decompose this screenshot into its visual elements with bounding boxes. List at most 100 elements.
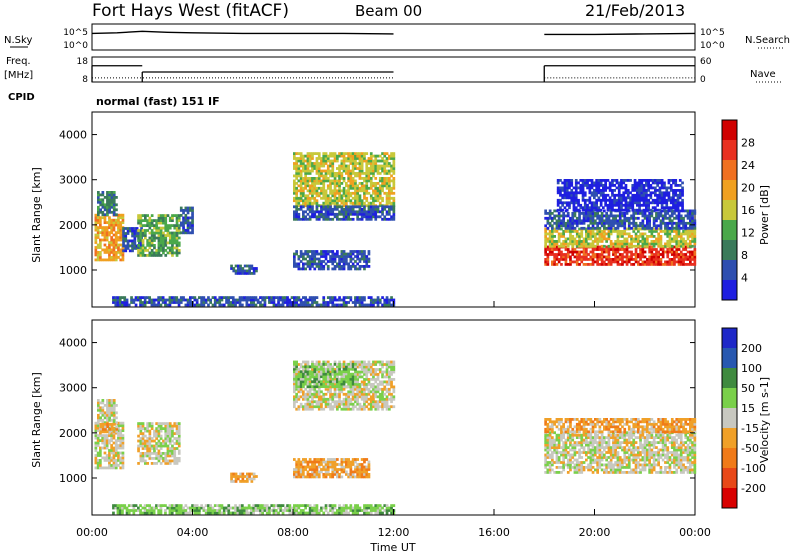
power-cell — [345, 194, 348, 198]
power-cell — [333, 205, 337, 209]
velocity-cell — [112, 454, 116, 457]
power-cell — [390, 196, 393, 200]
power-cell — [570, 201, 574, 205]
power-cell — [591, 214, 595, 218]
power-cell — [338, 172, 341, 175]
power-cell — [236, 301, 240, 304]
power-cell — [117, 223, 120, 227]
power-cell — [110, 210, 114, 214]
velocity-cell — [304, 363, 307, 366]
velocity-cell — [329, 385, 332, 389]
power-cell — [121, 246, 125, 249]
power-cell — [390, 191, 393, 195]
power-ytick-label: 2000 — [59, 219, 87, 232]
power-cell — [302, 194, 305, 198]
power-cell — [612, 242, 615, 246]
power-cell — [329, 260, 332, 263]
power-cell — [349, 212, 353, 216]
power-cell — [651, 181, 655, 185]
velocity-cell — [153, 447, 156, 450]
power-cell — [308, 196, 312, 200]
power-cell — [324, 194, 328, 198]
power-cell — [115, 208, 118, 212]
power-cell — [175, 219, 179, 222]
power-cell — [564, 260, 568, 264]
velocity-cell — [177, 444, 181, 448]
power-cell — [103, 213, 107, 217]
power-cell — [148, 298, 151, 302]
power-cell — [605, 250, 608, 254]
power-cell — [588, 189, 592, 192]
power-cell — [654, 193, 657, 197]
velocity-cell — [110, 459, 113, 462]
power-cell — [582, 253, 586, 256]
velocity-cell — [171, 427, 174, 430]
power-cell — [684, 209, 688, 213]
velocity-cell — [105, 454, 109, 457]
power-cell — [640, 186, 644, 190]
power-cell — [595, 206, 598, 210]
power-cell — [306, 167, 310, 170]
velocity-cell — [148, 424, 152, 428]
power-cell — [372, 182, 375, 185]
velocity-cell — [108, 399, 111, 402]
velocity-cell — [103, 459, 107, 462]
power-cell — [146, 214, 149, 217]
power-cell — [571, 224, 575, 228]
power-cell — [333, 199, 337, 203]
power-cell — [317, 164, 321, 168]
power-cell — [96, 216, 100, 220]
velocity-cell — [112, 466, 116, 470]
power-cell — [641, 212, 645, 215]
power-cell — [117, 221, 120, 224]
power-cell — [150, 301, 154, 304]
power-cell — [284, 301, 287, 304]
power-cell — [652, 219, 656, 223]
power-cell — [677, 216, 681, 220]
power-cell — [148, 226, 152, 230]
power-cell — [591, 260, 595, 264]
power-cell — [563, 184, 567, 187]
power-cell — [164, 224, 168, 227]
power-cell — [101, 238, 104, 242]
power-cell — [367, 252, 371, 256]
power-cell — [182, 211, 185, 215]
power-cell — [656, 189, 659, 192]
power-cell — [153, 254, 156, 257]
power-cell — [231, 298, 235, 302]
power-cell — [94, 226, 98, 229]
power-cell — [279, 303, 283, 307]
power-cell — [96, 253, 100, 257]
power-cell — [186, 219, 190, 222]
power-cell — [97, 198, 100, 202]
power-cell — [655, 250, 658, 254]
velocity-cell — [121, 459, 125, 462]
power-cell — [277, 298, 280, 302]
velocity-cell — [164, 454, 168, 458]
power-cell — [597, 208, 601, 212]
power-cell — [171, 219, 174, 222]
power-cell — [168, 298, 172, 302]
power-cell — [600, 212, 604, 215]
velocity-cell — [320, 405, 323, 409]
power-cell — [247, 303, 251, 307]
velocity-cell — [166, 444, 170, 448]
power-cell — [338, 169, 341, 173]
power-cell — [573, 230, 577, 233]
power-cell — [354, 172, 357, 175]
velocity-cell — [315, 370, 319, 374]
power-cell — [161, 296, 165, 299]
power-cell — [123, 298, 127, 302]
power-cell — [150, 234, 154, 237]
power-cell — [639, 258, 642, 261]
power-cell — [604, 179, 607, 182]
power-cell — [313, 212, 317, 216]
power-cell — [623, 224, 627, 228]
power-cell — [329, 257, 332, 261]
velocity-cell — [121, 466, 125, 470]
power-cell — [591, 253, 595, 256]
power-cell — [565, 208, 569, 212]
power-cell — [347, 196, 350, 200]
power-cell — [112, 198, 116, 202]
velocity-cell — [94, 424, 98, 428]
